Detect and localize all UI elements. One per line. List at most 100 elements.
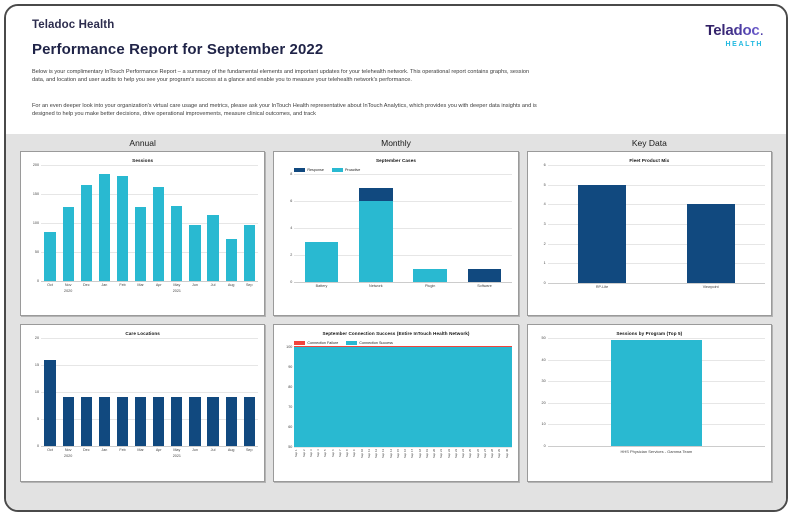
bar-series — [548, 165, 765, 283]
y-axis-tick: 0 — [36, 444, 39, 448]
x-axis-tick: May — [173, 448, 181, 452]
y-axis: 15 — [25, 338, 41, 446]
bar — [243, 224, 255, 281]
x-axis-tick: Feb — [119, 283, 126, 287]
bar-series — [294, 174, 511, 282]
bar-segment — [358, 201, 393, 282]
x-axis-tick: Sep 5 — [323, 449, 328, 457]
x-axis-group-label: 2021 — [172, 454, 181, 458]
bar-slot — [548, 165, 657, 283]
y-axis: 100 — [278, 345, 294, 447]
y-axis-tick: 10 — [34, 390, 39, 394]
bar-slot — [113, 338, 131, 446]
bar-segment — [610, 340, 702, 446]
gridline — [294, 282, 512, 283]
bar-slot — [150, 338, 168, 446]
y-axis-tick: 10 — [541, 422, 546, 427]
gridline — [41, 223, 259, 224]
bar-slot — [168, 165, 186, 281]
x-axis-tick: Viewpoint — [702, 285, 719, 289]
y-axis: 10 — [25, 338, 41, 446]
x-axis-tick: Jun — [191, 448, 198, 452]
chart-plot-care-locations: 0 5 10 15 20 Oct Nov Dec Jan Feb Mar Apr May Jun Jul Au… — [25, 336, 260, 463]
x-axis-tick: Sep 7 — [337, 449, 342, 457]
gridline — [41, 165, 259, 166]
bar-segment — [80, 185, 92, 281]
logo-wordmark: Teladoc — [705, 22, 760, 39]
chart-card-sessions-by-program: Sessions by Program (Top 5) 0 10 20 30 40 50 H… — [526, 324, 772, 482]
y-axis-tick: 200 — [32, 163, 39, 167]
bar-segment — [153, 187, 165, 281]
gridline — [41, 194, 259, 195]
gridline — [294, 255, 512, 256]
x-axis-tick: Network — [369, 284, 383, 288]
x-axis-labels: Sep 1 Sep 2 Sep 3 Sep 4 Sep 5 Sep 6 Sep 7 Sep 8… — [294, 449, 511, 467]
y-axis-tick: 0 — [36, 279, 39, 283]
report-page: Teladoc Health Performance Report for Se… — [4, 4, 788, 512]
legend-swatch — [294, 340, 306, 345]
chart-card-connection-success: September Connection Success (Entire InT… — [273, 324, 519, 482]
y-axis-tick: 3 — [543, 222, 546, 226]
y-axis-tick: 30 — [541, 379, 546, 384]
y-axis-tick: 100 — [32, 221, 39, 225]
x-axis-group-label: 2020 — [64, 289, 73, 293]
x-axis-tick: Sep — [245, 283, 253, 287]
intro-paragraph-2: For an even deeper look into your organi… — [32, 103, 537, 118]
section-title-key-data: Key Data — [631, 138, 667, 148]
bar-segment — [207, 214, 219, 281]
x-axis-tick: Feb — [119, 448, 126, 452]
bar — [153, 187, 165, 281]
chart-title-sessions: Sessions — [132, 158, 154, 163]
bar-segment — [207, 397, 219, 446]
gridline — [547, 283, 765, 284]
x-axis-tick: Dec — [82, 283, 90, 287]
legend-item: Connection Failure — [294, 340, 338, 345]
bar — [134, 397, 147, 446]
legend-label: Connection Success — [359, 340, 393, 345]
y-axis-tick: 6 — [290, 199, 293, 203]
bar-slot — [168, 338, 186, 446]
bar — [116, 176, 129, 281]
bar-segment — [413, 268, 447, 282]
bar-slot — [95, 165, 113, 281]
y-axis: 2 — [532, 165, 548, 283]
bar-segment — [134, 207, 147, 281]
section-title-row: Annual Monthly Key Data — [20, 138, 772, 151]
y-axis-tick: 8 — [290, 172, 293, 176]
bar — [80, 397, 92, 446]
gridline — [547, 446, 765, 447]
bar-slot — [113, 165, 131, 281]
y-axis: 150 — [25, 165, 41, 281]
intro-paragraph-1: Below is your complimentary InTouch Perf… — [32, 69, 530, 84]
bar-slot — [41, 165, 59, 281]
gridline — [41, 338, 259, 339]
bar-series — [548, 338, 765, 446]
chart-plot-sessions-by-program: 0 10 20 30 40 50 HHS Physician Services - Gamm… — [532, 336, 767, 458]
y-axis: 90 — [278, 347, 294, 447]
y-axis: 50 — [532, 336, 548, 446]
legend-item: Proactive — [331, 167, 360, 172]
bar-slot — [132, 165, 150, 281]
bar — [207, 214, 219, 281]
gridline — [294, 228, 512, 229]
x-axis-tick: Apr — [155, 283, 162, 287]
bar — [207, 397, 219, 446]
y-axis: 200 — [25, 163, 41, 281]
bar — [610, 340, 702, 446]
chart-card-fleet-product-mix: Fleet Product Mix 0 1 2 3 4 5 6 RP-Lite Viewpoin… — [526, 151, 772, 316]
bar-segment — [134, 397, 147, 446]
teladoc-health-logo: Teladoc. HEALTH — [705, 22, 764, 48]
area-series-success — [294, 347, 512, 447]
bar — [467, 268, 502, 282]
bar-segment — [116, 176, 129, 281]
x-axis-tick: Mar — [137, 283, 144, 287]
chart-plot-fleet-product-mix: 0 1 2 3 4 5 6 RP-Lite Viewpoint — [532, 163, 767, 295]
bar-slot — [95, 338, 113, 446]
section-title-monthly: Monthly — [381, 138, 411, 148]
bar — [189, 225, 201, 281]
gridline — [547, 224, 765, 225]
bar-slot — [150, 165, 168, 281]
bar-segment — [304, 241, 339, 282]
y-axis-tick: 4 — [290, 226, 293, 230]
chart-title-care-locations: Care Locations — [125, 331, 160, 336]
